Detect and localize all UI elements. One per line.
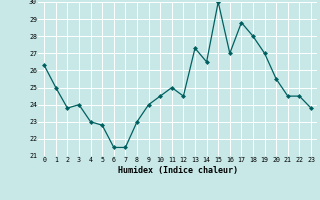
X-axis label: Humidex (Indice chaleur): Humidex (Indice chaleur) <box>118 166 238 175</box>
